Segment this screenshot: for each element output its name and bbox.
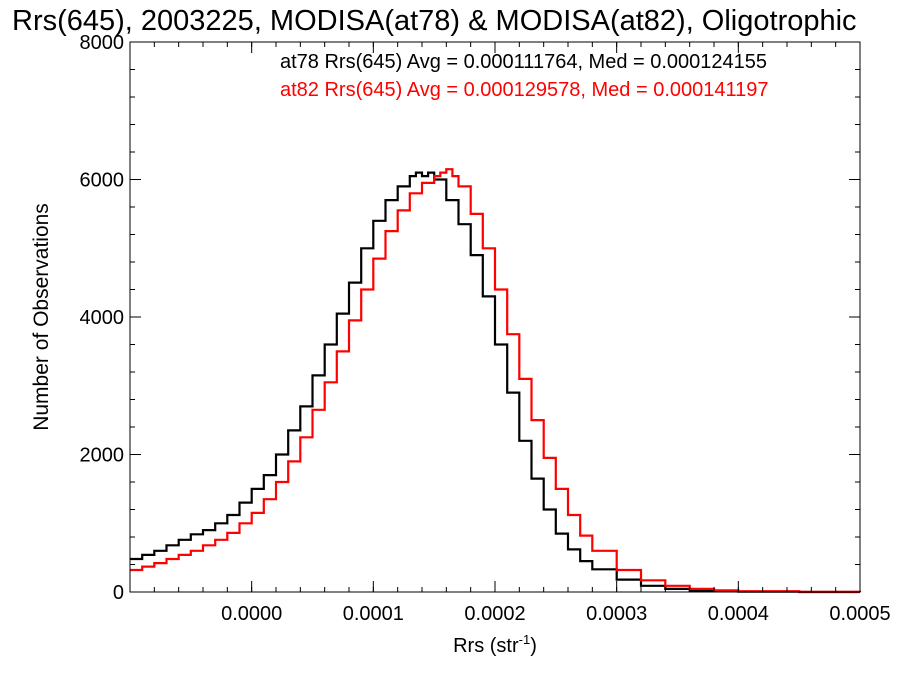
x-tick-label: 0.0002 [464,603,525,625]
x-axis-label-superscript: -1 [519,632,531,647]
y-tick-label: 8000 [80,32,125,54]
y-tick-label: 2000 [80,445,125,467]
legend-annotation-at78: at78 Rrs(645) Avg = 0.000111764, Med = 0… [280,51,767,73]
x-tick-label: 0.0001 [343,603,404,625]
y-tick-label: 6000 [80,170,125,192]
x-axis-ticks: 0.0000 0.0001 0.0002 0.0003 0.0004 0.0005 [129,42,891,625]
x-tick-label: 0.0000 [221,603,282,625]
plot-area: 0.0000 0.0001 0.0002 0.0003 0.0004 0.0005 0 20… [80,32,891,625]
x-tick-label: 0.0004 [708,603,769,625]
x-axis-label-close: ) [530,635,537,657]
y-axis-ticks: 0 2000 4000 6000 8000 [80,32,860,604]
x-axis-label: Rrs (str-1) [453,632,537,657]
chart-title: Rrs(645), 2003225, MODISA(at78) & MODISA… [12,5,857,37]
y-axis-label: Number of Observations [30,203,53,431]
x-tick-label: 0.0005 [829,603,890,625]
y-tick-label: 0 [113,582,124,604]
series-layer [130,168,862,594]
legend-annotation-at82: at82 Rrs(645) Avg = 0.000129578, Med = 0… [280,79,769,101]
series-line-at78 [130,171,860,594]
y-tick-label: 4000 [80,307,125,329]
series-line-at82 [130,168,862,593]
x-tick-label: 0.0003 [586,603,647,625]
